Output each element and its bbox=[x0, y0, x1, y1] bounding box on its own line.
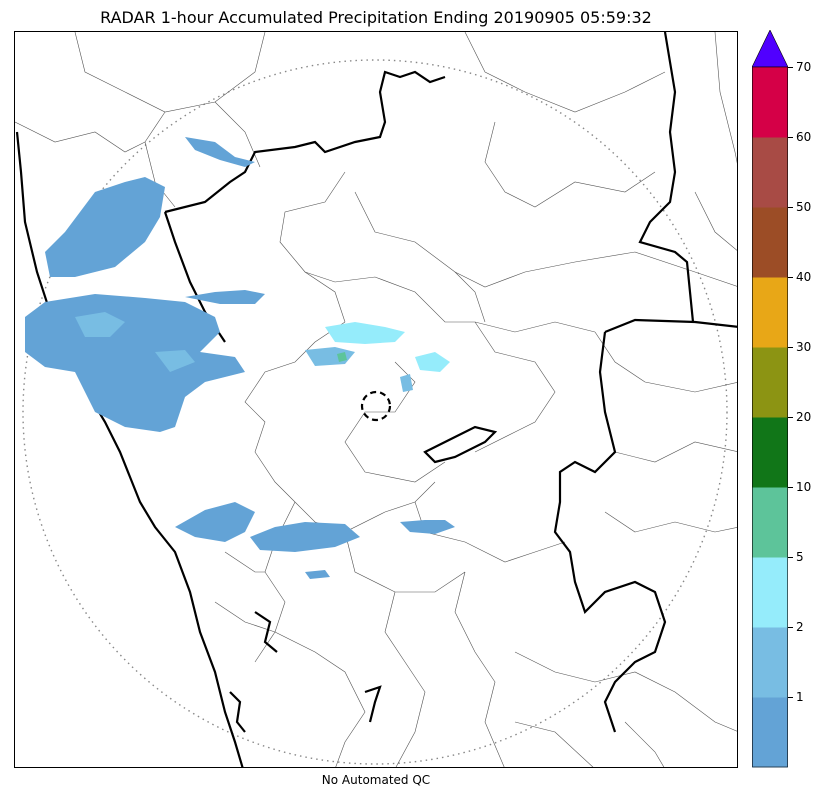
colorbar-tick-label: 5 bbox=[796, 550, 804, 564]
colorbar-segment bbox=[752, 697, 788, 768]
colorbar-extend-arrow bbox=[752, 30, 788, 68]
colorbar-tick-mark bbox=[788, 277, 793, 278]
colorbar-tick-label: 2 bbox=[796, 620, 804, 634]
precip-echo bbox=[75, 312, 125, 337]
colorbar-segment bbox=[752, 277, 788, 348]
colorbar-tick-mark bbox=[788, 137, 793, 138]
colorbar-tick-label: 1 bbox=[796, 690, 804, 704]
colorbar-tick-label: 50 bbox=[796, 200, 812, 214]
colorbar-tick-label: 20 bbox=[796, 410, 812, 424]
colorbar-segment bbox=[752, 137, 788, 208]
colorbar-tick-label: 30 bbox=[796, 340, 812, 354]
precip-echo bbox=[25, 294, 245, 432]
precip-echo bbox=[45, 177, 165, 277]
colorbar-tick-label: 40 bbox=[796, 270, 812, 284]
colorbar-segment bbox=[752, 207, 788, 278]
map-canvas bbox=[15, 32, 737, 767]
qc-note: No Automated QC bbox=[321, 773, 431, 787]
chart-title: RADAR 1-hour Accumulated Precipitation E… bbox=[100, 8, 652, 27]
colorbar-tick-mark bbox=[788, 487, 793, 488]
precip-echo bbox=[325, 322, 405, 344]
colorbar-tick-mark bbox=[788, 67, 793, 68]
radar-site-marker bbox=[360, 390, 392, 422]
precip-echo bbox=[250, 522, 360, 552]
colorbar bbox=[752, 30, 788, 768]
precip-echo bbox=[400, 374, 413, 392]
precip-echo bbox=[337, 352, 347, 362]
colorbar-tick-label: 10 bbox=[796, 480, 812, 494]
precip-echo bbox=[400, 520, 455, 534]
precip-echo bbox=[185, 137, 255, 167]
colorbar-tick-mark bbox=[788, 347, 793, 348]
colorbar-tick-mark bbox=[788, 417, 793, 418]
colorbar-segments bbox=[752, 67, 788, 768]
colorbar-segment bbox=[752, 627, 788, 698]
precipitation-echoes bbox=[25, 137, 455, 579]
colorbar-segment bbox=[752, 67, 788, 138]
colorbar-segment bbox=[752, 347, 788, 418]
colorbar-tick-mark bbox=[788, 627, 793, 628]
precip-echo bbox=[305, 347, 355, 366]
colorbar-segment bbox=[752, 417, 788, 488]
precip-echo bbox=[415, 352, 450, 372]
precip-echo bbox=[185, 290, 265, 304]
precip-echo bbox=[305, 570, 330, 579]
colorbar-border bbox=[752, 66, 788, 768]
precip-echo bbox=[175, 502, 255, 542]
precip-echo bbox=[155, 350, 195, 372]
radar-map bbox=[14, 31, 738, 768]
colorbar-segment bbox=[752, 487, 788, 558]
colorbar-tick-mark bbox=[788, 557, 793, 558]
radar-range-ring bbox=[22, 59, 728, 765]
colorbar-segment bbox=[752, 557, 788, 628]
state-boundaries bbox=[15, 32, 737, 767]
colorbar-tick-label: 70 bbox=[796, 60, 812, 74]
colorbar-tick-mark bbox=[788, 697, 793, 698]
colorbar-tick-label: 60 bbox=[796, 130, 812, 144]
colorbar-tick-mark bbox=[788, 207, 793, 208]
